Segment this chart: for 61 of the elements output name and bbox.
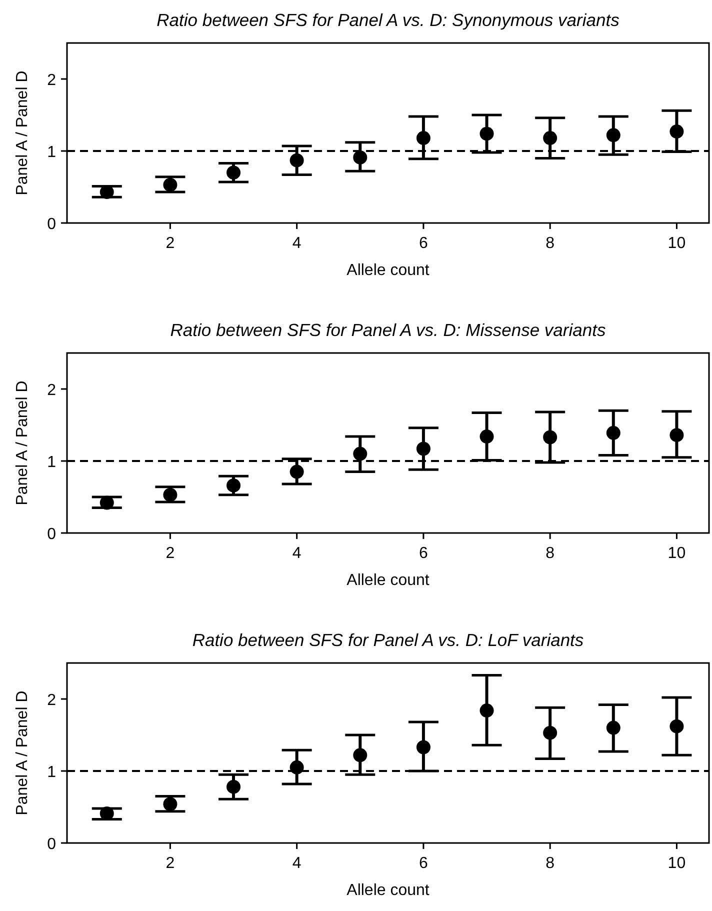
- point: [353, 150, 368, 164]
- x-tick-label: 2: [166, 235, 175, 252]
- point: [163, 488, 178, 502]
- x-axis-title: Allele count: [346, 572, 430, 589]
- point: [543, 726, 558, 740]
- point: [480, 126, 494, 141]
- point: [670, 719, 684, 734]
- y-tick-label: 1: [47, 764, 56, 781]
- x-tick-label: 8: [546, 235, 555, 252]
- point: [480, 430, 494, 444]
- y-axis-title: Panel A / Panel D: [14, 380, 31, 506]
- chart-title: Ratio between SFS for Panel A vs. D: Missense variants: [170, 320, 606, 340]
- point: [290, 153, 304, 168]
- point: [226, 166, 241, 180]
- point: [606, 426, 620, 440]
- x-tick-label: 10: [668, 545, 686, 562]
- x-tick-label: 10: [668, 855, 686, 872]
- point: [290, 760, 304, 774]
- y-tick-label: 2: [47, 382, 56, 399]
- point: [163, 178, 178, 192]
- chart-title: Ratio between SFS for Panel A vs. D: Synonymous variants: [156, 10, 620, 30]
- x-tick-label: 6: [419, 545, 428, 562]
- x-tick-label: 2: [166, 855, 175, 872]
- y-tick-label: 2: [47, 692, 56, 709]
- point: [606, 720, 620, 735]
- point: [353, 748, 368, 762]
- point: [100, 496, 114, 510]
- x-tick-label: 10: [668, 235, 686, 252]
- point: [226, 780, 241, 794]
- point: [543, 131, 558, 146]
- point: [416, 131, 430, 146]
- x-tick-label: 6: [419, 855, 428, 872]
- point: [480, 704, 494, 718]
- x-tick-label: 4: [292, 545, 302, 562]
- y-tick-label: 0: [47, 526, 56, 543]
- x-axis-title: Allele count: [346, 882, 430, 899]
- x-tick-label: 8: [546, 855, 555, 872]
- y-tick-label: 2: [47, 72, 56, 89]
- point: [670, 124, 684, 139]
- x-tick-label: 8: [546, 545, 555, 562]
- point: [670, 428, 684, 442]
- point: [416, 740, 430, 754]
- point: [163, 797, 178, 812]
- x-tick-label: 2: [166, 545, 175, 562]
- y-tick-label: 0: [47, 836, 56, 853]
- y-tick-label: 1: [47, 454, 56, 471]
- point: [416, 442, 430, 456]
- x-tick-label: 4: [292, 235, 302, 252]
- chart-title: Ratio between SFS for Panel A vs. D: LoF variants: [192, 630, 584, 650]
- y-axis-title: Panel A / Panel D: [14, 690, 31, 816]
- point: [290, 464, 304, 479]
- point: [353, 446, 368, 461]
- y-axis-title: Panel A / Panel D: [14, 70, 31, 196]
- x-axis-title: Allele count: [346, 262, 430, 279]
- y-tick-label: 0: [47, 216, 56, 233]
- point: [226, 478, 241, 492]
- point: [606, 128, 620, 142]
- x-tick-label: 4: [292, 855, 302, 872]
- point: [543, 430, 558, 444]
- x-tick-label: 6: [419, 235, 428, 252]
- y-tick-label: 1: [47, 144, 56, 161]
